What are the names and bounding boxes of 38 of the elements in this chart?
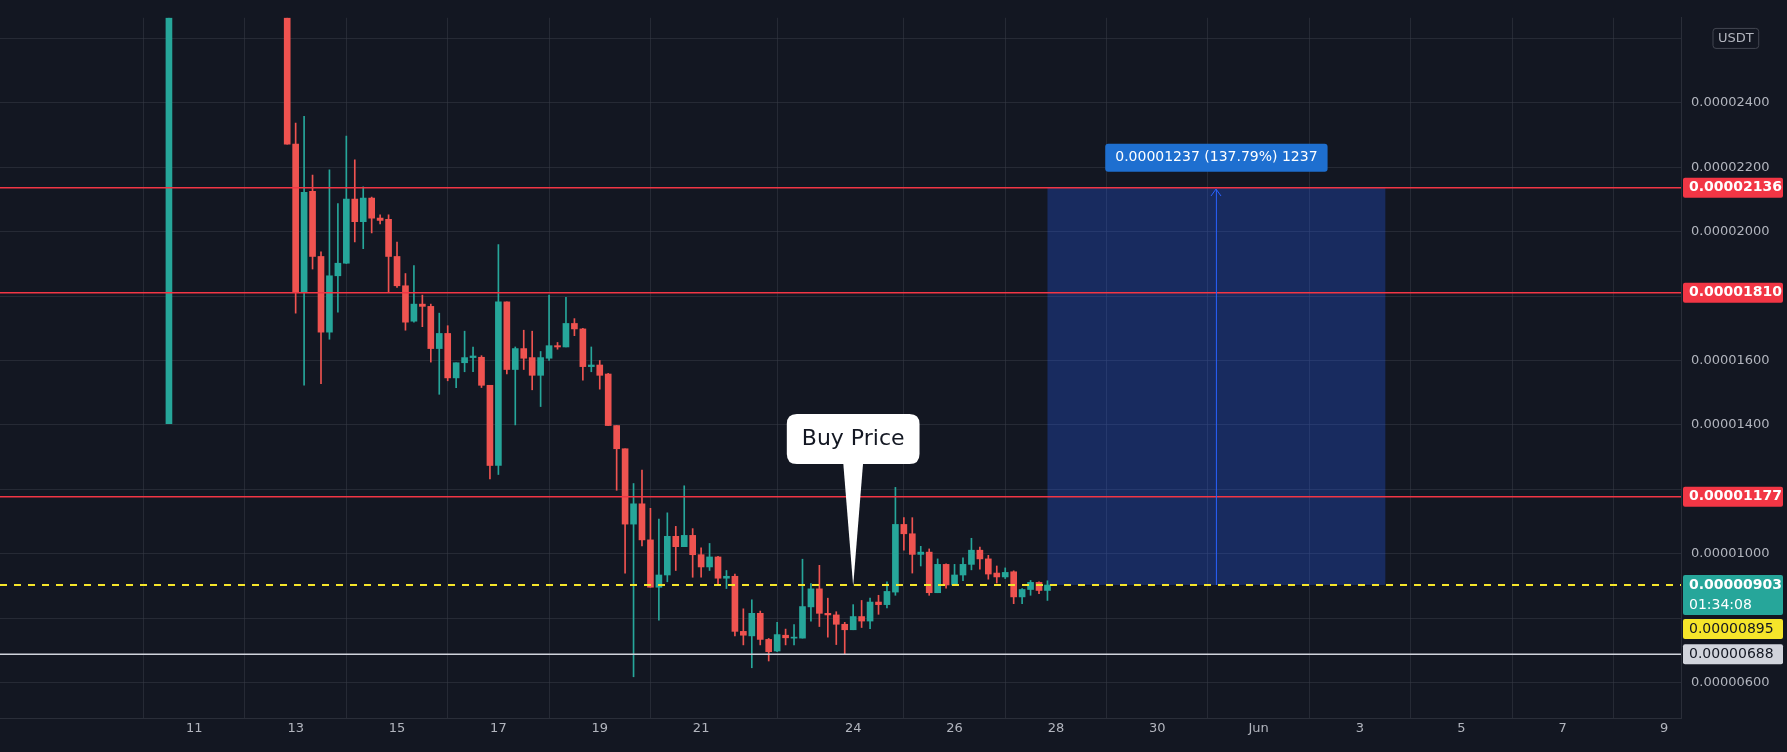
x-tick-label: 11 bbox=[186, 720, 203, 736]
x-tick-label: 19 bbox=[591, 720, 609, 736]
x-tick-label: 26 bbox=[946, 720, 963, 736]
y-tick-label: 0.00001400 bbox=[1691, 416, 1770, 432]
y-tick-label: 0.00002000 bbox=[1691, 223, 1770, 239]
x-tick-label: 9 bbox=[1659, 720, 1669, 736]
x-tick-label: 21 bbox=[692, 720, 710, 736]
x-tick-label: 7 bbox=[1558, 720, 1567, 736]
x-tick-label: 15 bbox=[388, 720, 406, 736]
x-tick-label: 30 bbox=[1149, 720, 1166, 736]
x-tick-label: 3 bbox=[1355, 720, 1365, 736]
text: 0.00000895 bbox=[1689, 619, 1774, 636]
text: 01:34:08 bbox=[1689, 595, 1752, 612]
candlestick bbox=[917, 546, 925, 567]
x-tick-label: 17 bbox=[490, 720, 507, 736]
x-tick-label: 13 bbox=[287, 720, 304, 736]
y-tick-label: 0.00000600 bbox=[1691, 673, 1770, 689]
ref-line-label: 0.00001810 bbox=[1689, 283, 1783, 300]
x-tick-label: 24 bbox=[844, 720, 862, 736]
candlestick bbox=[680, 485, 688, 547]
ref-line-label: 0.00000688 bbox=[1689, 644, 1774, 661]
candlestick bbox=[435, 312, 443, 395]
y-tick-label: 0.00001600 bbox=[1691, 351, 1770, 367]
ref-line-label: 0.00000903 bbox=[1689, 575, 1782, 592]
ref-line-label: 0.00002136 bbox=[1689, 178, 1782, 195]
candlestick bbox=[587, 346, 595, 373]
candlestick bbox=[672, 526, 680, 571]
candlestick bbox=[545, 294, 553, 361]
ref-line-label: 0.00001177 bbox=[1689, 487, 1782, 504]
annotation: 0.00001237 (137.79%) 1237 bbox=[1115, 148, 1318, 165]
y-tick-label: 0.00002200 bbox=[1691, 158, 1770, 174]
y-tick-label: 0.00001000 bbox=[1691, 545, 1770, 561]
y-axis-title: USDT bbox=[1718, 29, 1754, 45]
x-tick-label: Jun bbox=[1247, 720, 1269, 736]
annotation: Buy Price bbox=[801, 424, 905, 450]
x-tick-label: 28 bbox=[1047, 720, 1065, 736]
y-tick-label: 0.00002400 bbox=[1691, 94, 1770, 110]
x-tick-label: 5 bbox=[1457, 720, 1466, 736]
